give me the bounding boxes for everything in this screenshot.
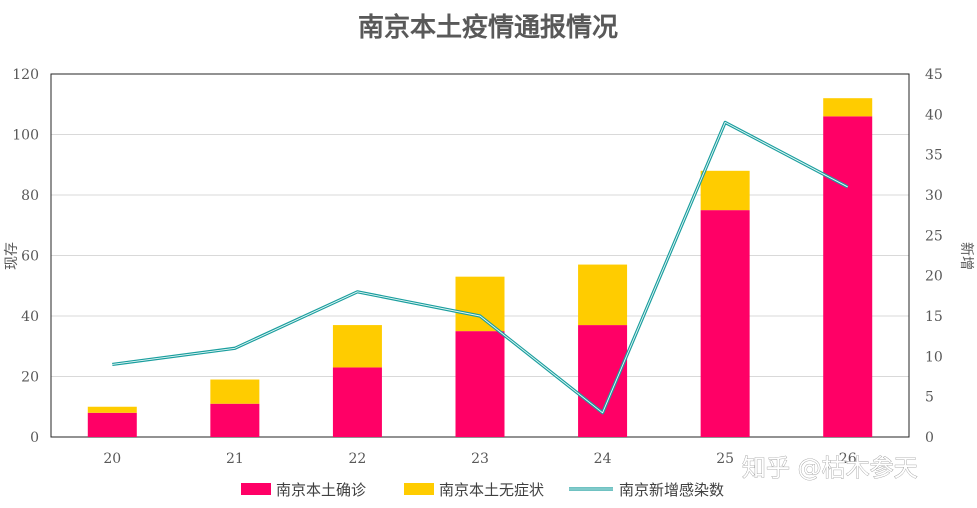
x-tick-label: 23 <box>471 451 489 467</box>
x-tick-label: 24 <box>594 451 612 467</box>
y-tick-label-left: 20 <box>21 370 39 386</box>
y-tick-label-right: 35 <box>925 148 943 164</box>
y-tick-label-left: 80 <box>21 188 39 204</box>
bar-segment <box>823 116 873 437</box>
left-axis-ticks: 0 20 40 60 80 100 120 <box>12 67 39 446</box>
right-axis-ticks: 0 5 10 15 20 25 30 35 40 45 <box>925 67 943 446</box>
y-tick-label-right: 45 <box>925 67 943 83</box>
y-tick-label-left: 120 <box>12 67 39 83</box>
x-axis-ticks: 20 21 22 23 24 25 26 <box>103 451 856 467</box>
chart-title: 南京本土疫情通报情况 <box>358 12 618 43</box>
legend: 南京本土确诊 南京本土无症状 南京新增感染数 <box>241 481 724 499</box>
left-axis-title: 现存 <box>4 242 20 270</box>
legend-label: 南京本土无症状 <box>439 481 544 499</box>
bar-segment <box>578 325 628 437</box>
x-tick-label: 25 <box>716 451 734 467</box>
bar-segment <box>700 210 750 437</box>
line-series-highlight <box>112 121 848 414</box>
legend-label: 南京本土确诊 <box>276 481 366 499</box>
y-tick-label-right: 0 <box>925 430 934 446</box>
y-tick-label-left: 60 <box>21 249 39 265</box>
bar-segment <box>87 412 137 437</box>
legend-swatch <box>241 483 271 495</box>
y-tick-label-right: 30 <box>925 188 943 204</box>
y-tick-label-right: 25 <box>925 228 943 244</box>
bar-segment <box>455 276 505 332</box>
bar-segment <box>332 325 382 368</box>
x-tick-label: 26 <box>839 451 857 467</box>
y-tick-label-right: 10 <box>925 349 943 365</box>
bar-layer <box>87 98 873 437</box>
y-tick-label-left: 0 <box>30 430 39 446</box>
bar-segment <box>210 403 260 437</box>
bar-segment <box>87 406 137 413</box>
y-tick-label-left: 40 <box>21 309 39 325</box>
bar-segment <box>455 331 505 437</box>
legend-label: 南京新增感染数 <box>619 481 724 499</box>
y-tick-label-right: 20 <box>925 269 943 285</box>
y-tick-label-right: 5 <box>925 390 934 406</box>
bar-segment <box>210 379 260 404</box>
y-tick-label-left: 100 <box>12 128 39 144</box>
y-tick-label-right: 40 <box>925 107 943 123</box>
watermark: 知乎 @枯木参天 <box>742 454 918 482</box>
y-tick-label-right: 15 <box>925 309 943 325</box>
x-tick-label: 22 <box>349 451 367 467</box>
bar-segment <box>332 367 382 437</box>
legend-swatch <box>404 483 434 495</box>
line-layer <box>112 120 849 415</box>
bar-segment <box>700 170 750 211</box>
bar-segment <box>578 264 628 326</box>
x-tick-label: 21 <box>226 451 244 467</box>
x-tick-label: 20 <box>103 451 121 467</box>
right-axis-title: 新增 <box>958 242 974 270</box>
bar-segment <box>823 98 873 117</box>
